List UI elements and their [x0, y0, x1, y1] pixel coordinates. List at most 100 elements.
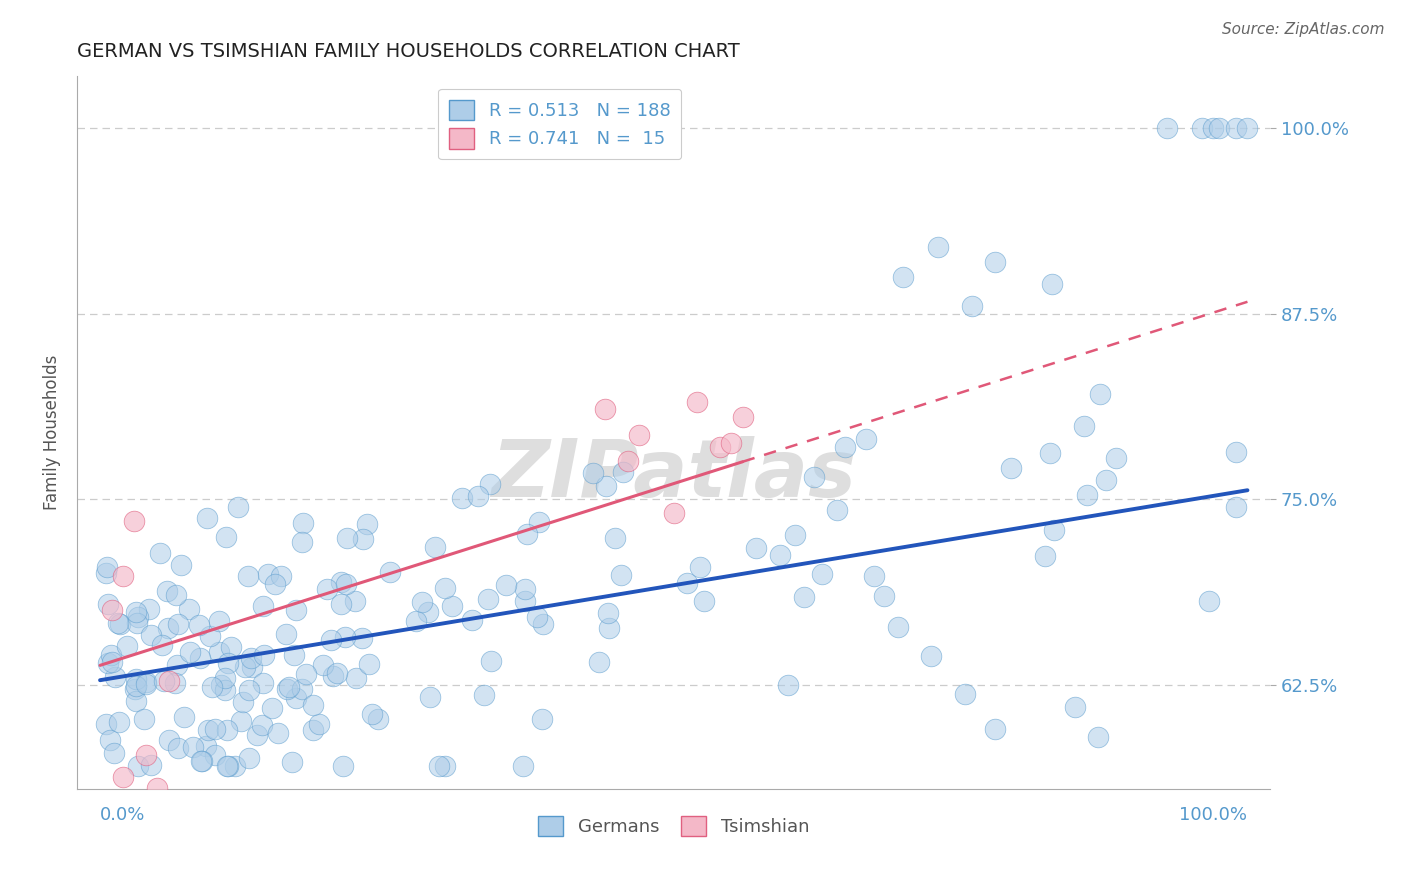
- Point: [146, 781, 169, 796]
- Point: [285, 603, 308, 617]
- Point: [411, 595, 433, 609]
- Point: [689, 560, 711, 574]
- Point: [527, 515, 550, 529]
- Point: [195, 739, 218, 753]
- Point: [329, 574, 352, 589]
- Point: [1073, 419, 1095, 434]
- Point: [104, 670, 127, 684]
- Point: [96, 560, 118, 574]
- Point: [276, 682, 298, 697]
- Point: [731, 410, 754, 425]
- Point: [214, 672, 236, 686]
- Point: [166, 616, 188, 631]
- Point: [179, 645, 201, 659]
- Point: [827, 503, 849, 517]
- Point: [125, 615, 148, 630]
- Point: [662, 506, 685, 520]
- Point: [920, 648, 942, 663]
- Point: [745, 541, 768, 555]
- Point: [124, 514, 146, 528]
- Point: [984, 254, 1007, 268]
- Point: [1087, 730, 1109, 744]
- Point: [609, 568, 631, 582]
- Point: [873, 589, 896, 603]
- Point: [214, 682, 236, 697]
- Point: [107, 615, 129, 630]
- Point: [474, 688, 496, 702]
- Point: [1038, 445, 1060, 459]
- Point: [433, 759, 456, 773]
- Point: [593, 401, 616, 416]
- Point: [238, 569, 260, 583]
- Legend: Germans, Tsimshian: Germans, Tsimshian: [531, 808, 817, 844]
- Point: [291, 535, 314, 549]
- Point: [1208, 121, 1230, 136]
- Point: [1042, 277, 1064, 291]
- Point: [330, 598, 353, 612]
- Point: [94, 566, 117, 581]
- Point: [416, 605, 439, 619]
- Point: [336, 531, 359, 545]
- Point: [97, 656, 120, 670]
- Point: [188, 651, 211, 665]
- Point: [325, 665, 347, 680]
- Point: [793, 591, 815, 605]
- Point: [238, 683, 260, 698]
- Point: [217, 656, 239, 670]
- Point: [344, 594, 367, 608]
- Point: [170, 558, 193, 572]
- Point: [335, 577, 357, 591]
- Point: [124, 679, 146, 693]
- Point: [582, 466, 605, 480]
- Point: [1105, 450, 1128, 465]
- Point: [157, 621, 180, 635]
- Point: [588, 655, 610, 669]
- Point: [768, 549, 790, 563]
- Point: [427, 759, 450, 773]
- Point: [291, 681, 314, 696]
- Point: [115, 639, 138, 653]
- Point: [165, 588, 187, 602]
- Point: [103, 746, 125, 760]
- Point: [1000, 460, 1022, 475]
- Point: [217, 759, 239, 773]
- Point: [531, 617, 554, 632]
- Point: [803, 469, 825, 483]
- Point: [477, 591, 499, 606]
- Point: [783, 528, 806, 542]
- Text: ZIPatlas: ZIPatlas: [491, 436, 856, 514]
- Point: [124, 605, 146, 619]
- Point: [208, 614, 231, 628]
- Point: [1191, 121, 1213, 136]
- Point: [246, 728, 269, 742]
- Point: [526, 610, 548, 624]
- Point: [356, 517, 378, 532]
- Point: [138, 601, 160, 615]
- Point: [135, 674, 157, 689]
- Point: [214, 531, 236, 545]
- Point: [100, 656, 122, 670]
- Point: [319, 632, 342, 647]
- Point: [252, 676, 274, 690]
- Point: [891, 269, 914, 284]
- Point: [1225, 121, 1247, 136]
- Point: [240, 651, 263, 665]
- Point: [139, 757, 162, 772]
- Point: [111, 569, 134, 583]
- Text: 0.0%: 0.0%: [100, 806, 145, 824]
- Point: [209, 678, 232, 692]
- Point: [163, 676, 186, 690]
- Point: [440, 599, 463, 613]
- Point: [479, 654, 502, 668]
- Point: [198, 629, 221, 643]
- Point: [124, 673, 146, 687]
- Point: [124, 681, 146, 696]
- Point: [108, 714, 131, 729]
- Point: [204, 722, 226, 736]
- Point: [595, 479, 617, 493]
- Point: [332, 759, 354, 773]
- Point: [250, 718, 273, 732]
- Point: [284, 691, 307, 706]
- Point: [197, 723, 219, 738]
- Point: [181, 739, 204, 754]
